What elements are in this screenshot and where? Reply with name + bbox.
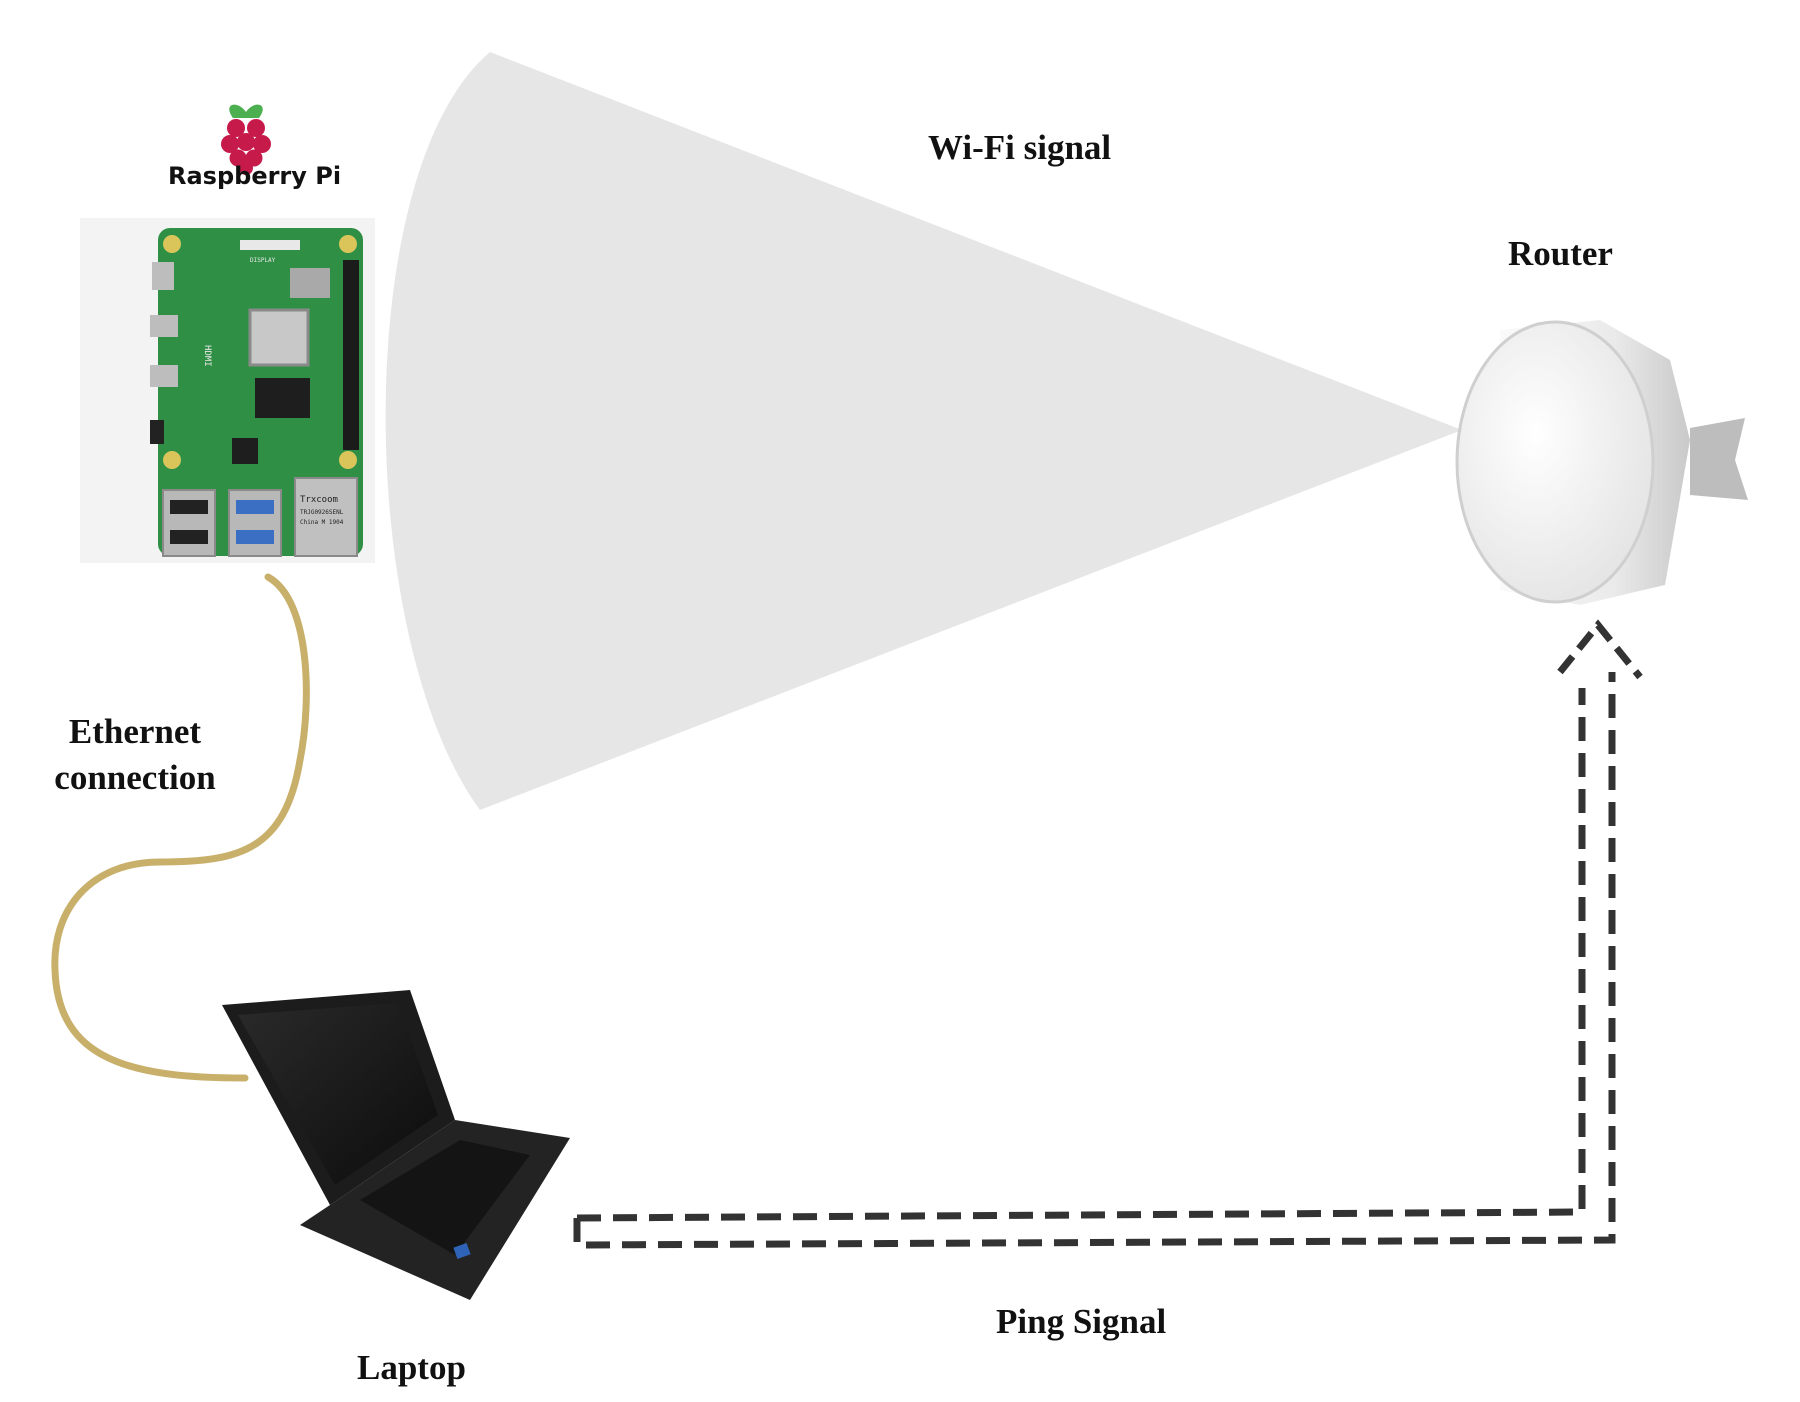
chip-origin-text: China M 1904 [300,519,344,526]
hdmi-text: HDMI [202,345,212,367]
laptop-label: Laptop [357,1348,466,1387]
raspberry-pi-label: Raspberry Pi [168,162,342,190]
ethernet-label-line2: connection [54,758,216,798]
ping-signal-label: Ping Signal [996,1302,1167,1341]
wifi-signal-label: Wi-Fi signal [928,128,1112,167]
router-device [1455,320,1748,605]
router-label: Router [1508,234,1613,273]
raspberry-pi-board: Trxcoom TRJG0926SENL China M 1904 HDMI D… [80,218,375,563]
chip-brand-text: Trxcoom [300,495,338,505]
raspberry-pi-logo-icon [221,104,271,175]
chip-part-text: TRJG0926SENL [300,509,344,516]
ethernet-cable [51,573,310,1082]
laptop-device [222,990,570,1300]
display-text: DISPLAY [250,257,276,264]
wifi-signal-beam [385,52,1462,810]
ethernet-label-line1: Ethernet [68,712,202,751]
ping-signal-arrow [573,619,1643,1249]
ethernet-connection-label: Ethernet connection [40,712,230,799]
